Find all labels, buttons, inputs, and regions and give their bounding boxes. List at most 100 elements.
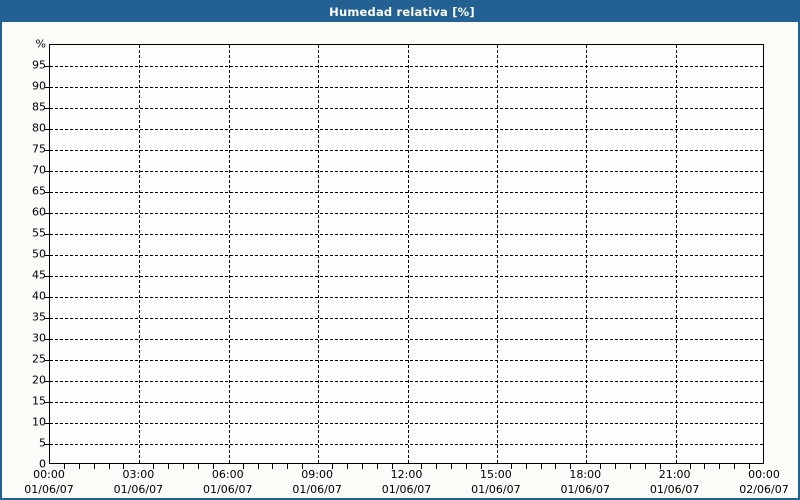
x-axis-minor-tick xyxy=(332,464,334,469)
gridline-vertical xyxy=(228,45,230,463)
x-axis-tick-time: 00:00 xyxy=(33,468,65,481)
gridline-vertical xyxy=(139,45,141,463)
x-axis-tick-time: 21:00 xyxy=(658,468,691,481)
y-axis-tick-mark xyxy=(45,87,50,88)
y-axis-tick-label: 10 xyxy=(32,415,46,429)
x-axis-minor-tick xyxy=(93,464,95,469)
gridline-horizontal xyxy=(50,276,763,277)
y-axis-tick-label: 95 xyxy=(32,58,46,72)
y-axis-tick-mark xyxy=(45,381,50,382)
gridline-horizontal xyxy=(50,339,763,340)
y-axis: 0 5 10 15 20 25 30 35 40 45 50 55 60 65 70 75 80 85 90 95% xyxy=(2,2,46,498)
y-axis-tick-label: 20 xyxy=(32,373,46,387)
y-axis-tick-label: 40 xyxy=(32,289,46,303)
y-axis-tick-mark xyxy=(45,234,50,235)
x-axis-minor-tick xyxy=(734,464,736,469)
gridline-horizontal xyxy=(50,150,763,151)
y-axis-tick-mark xyxy=(45,129,50,130)
x-axis-minor-tick xyxy=(421,464,423,469)
x-axis-minor-tick xyxy=(376,464,378,469)
x-axis-tick-label: 06:00 01/06/07 xyxy=(168,467,288,497)
x-axis-minor-tick xyxy=(659,464,661,469)
x-axis-tick-time: 12:00 xyxy=(390,468,423,481)
y-axis-tick-mark xyxy=(45,423,50,424)
gridline-horizontal xyxy=(50,171,763,172)
x-axis-minor-tick xyxy=(540,464,542,469)
x-axis-minor-ticks xyxy=(49,464,764,470)
x-axis-minor-tick xyxy=(257,464,259,469)
x-axis-tick-date: 01/06/07 xyxy=(292,483,342,496)
y-axis-tick-label: 75 xyxy=(32,142,46,156)
x-axis-minor-tick xyxy=(346,464,348,469)
gridline-horizontal xyxy=(50,318,763,319)
x-axis-minor-tick xyxy=(272,464,274,469)
y-axis-tick-label: 45 xyxy=(32,268,46,282)
x-axis-tick-label: 09:00 01/06/07 xyxy=(257,467,377,497)
x-axis-minor-tick xyxy=(600,464,602,469)
x-axis-minor-tick xyxy=(361,464,363,469)
y-axis-tick-label: 5 xyxy=(39,436,46,450)
x-axis-tick-label: 18:00 01/06/07 xyxy=(525,467,645,497)
x-axis-minor-tick xyxy=(480,464,482,469)
x-axis-minor-tick xyxy=(510,464,512,469)
y-axis-tick-label: 70 xyxy=(32,163,46,177)
x-axis-minor-tick xyxy=(615,464,617,469)
x-axis-tick-label: 00:00 01/06/07 xyxy=(2,467,109,497)
x-axis-tick-time: 15:00 xyxy=(480,468,512,481)
y-axis-tick-mark xyxy=(45,108,50,109)
x-axis-minor-tick xyxy=(570,464,572,469)
x-axis-minor-tick xyxy=(629,464,631,469)
x-axis-tick-date: 01/06/07 xyxy=(649,483,700,496)
y-axis-tick-mark xyxy=(45,318,50,319)
y-axis-tick-mark xyxy=(45,150,50,151)
gridline-horizontal xyxy=(50,108,763,109)
x-axis-tick-date: 01/06/07 xyxy=(381,483,432,496)
grid-layer xyxy=(50,45,763,463)
y-axis-tick-label: 15 xyxy=(32,394,46,408)
y-axis-tick-mark xyxy=(45,444,50,445)
x-axis-tick-time: 06:00 xyxy=(211,468,244,481)
y-axis-tick-label: 50 xyxy=(32,247,46,261)
gridline-horizontal xyxy=(50,381,763,382)
y-axis-tick-mark xyxy=(45,297,50,298)
x-axis-tick-label: 12:00 01/06/07 xyxy=(347,467,467,497)
x-axis-tick-date: 01/06/07 xyxy=(471,483,521,496)
gridline-horizontal xyxy=(50,192,763,193)
x-axis-tick-time: 03:00 xyxy=(122,468,155,481)
gridline-horizontal xyxy=(50,87,763,88)
x-axis-minor-tick xyxy=(525,464,527,469)
y-axis-tick-mark xyxy=(45,213,50,214)
gridline-vertical xyxy=(407,45,409,463)
y-axis-tick-mark xyxy=(45,360,50,361)
y-axis-tick-label: 55 xyxy=(32,226,46,240)
plot-area xyxy=(45,44,764,464)
y-axis-tick-label: 30 xyxy=(32,331,46,345)
y-axis-tick-label: 35 xyxy=(32,310,46,324)
x-axis-minor-tick xyxy=(466,464,468,469)
x-axis-tick-date: 01/06/07 xyxy=(560,483,610,496)
x-axis-minor-tick xyxy=(183,464,185,469)
y-axis-tick-label: 90 xyxy=(32,79,46,93)
x-axis-minor-tick xyxy=(302,464,304,469)
x-axis-tick-time: 18:00 xyxy=(569,468,602,481)
gridline-vertical xyxy=(496,45,498,463)
x-axis-minor-tick xyxy=(78,464,80,469)
gridline-horizontal xyxy=(50,66,763,67)
gridline-horizontal xyxy=(50,444,763,445)
y-axis-tick-label: 0 xyxy=(39,457,46,471)
x-axis-tick-time: 09:00 xyxy=(301,468,333,481)
x-axis-minor-tick xyxy=(555,464,557,469)
gridline-vertical xyxy=(586,45,588,463)
y-axis-tick-mark xyxy=(45,192,50,193)
gridline-horizontal xyxy=(50,234,763,235)
x-axis-minor-tick xyxy=(749,464,751,469)
gridline-vertical xyxy=(675,45,677,463)
y-axis-unit-label: % xyxy=(35,37,46,51)
x-axis-minor-tick xyxy=(212,464,214,469)
x-axis-minor-tick xyxy=(436,464,438,469)
y-axis-tick-mark xyxy=(45,339,50,340)
gridline-horizontal xyxy=(50,129,763,130)
gridline-horizontal xyxy=(50,360,763,361)
x-axis-minor-tick xyxy=(644,464,646,469)
